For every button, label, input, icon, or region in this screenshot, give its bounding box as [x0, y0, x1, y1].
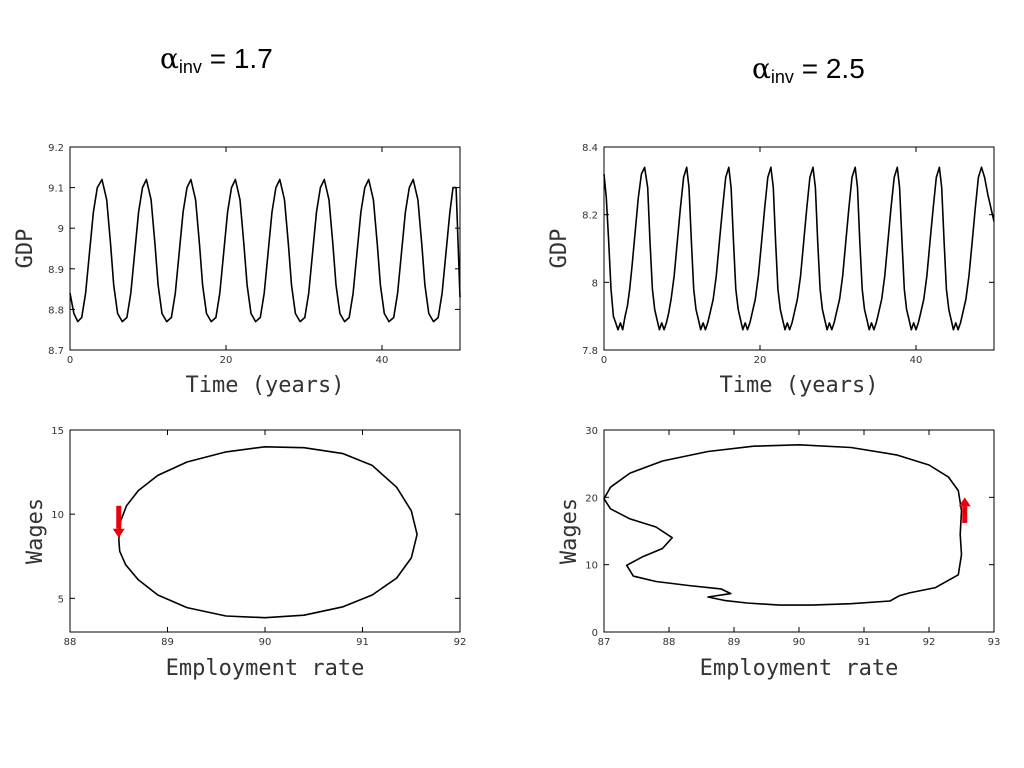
x-tick-label: 91 [356, 637, 369, 648]
title-alpha-right: αinv = 2.5 [752, 52, 865, 88]
x-tick-label: 20 [220, 355, 233, 366]
series-line [69, 178, 461, 323]
x-tick-label: 92 [923, 637, 936, 648]
y-tick-label: 9.2 [48, 143, 64, 154]
x-tick-label: 92 [454, 637, 467, 648]
y-tick-label: 5 [58, 594, 64, 605]
chart-panel-2: 0 20 40 7.8 8 8.2 8.4 Time (years) GDP [547, 143, 995, 398]
y-tick-label: 8.2 [582, 211, 598, 222]
x-tick-label: 87 [598, 637, 611, 648]
direction-arrow-head [112, 528, 125, 538]
y-tick-label: 7.8 [582, 346, 598, 357]
y-tick-label: 8.4 [582, 143, 598, 154]
y-tick-label: 8 [592, 278, 598, 289]
plot-frame [603, 146, 995, 351]
x-axis-label: Time (years) [720, 373, 879, 398]
y-tick-label: 8.7 [48, 346, 64, 357]
y-tick-label: 20 [585, 493, 598, 504]
y-axis-label: GDP [547, 229, 572, 269]
y-axis-label: Wages [557, 498, 582, 564]
y-tick-label: 9.1 [48, 184, 64, 195]
plot-frame [69, 146, 461, 351]
x-tick-label: 89 [728, 637, 741, 648]
series-line [603, 443, 963, 606]
title-subscript: inv [770, 67, 794, 87]
x-tick-label: 93 [988, 637, 1001, 648]
x-axis-label: Employment rate [700, 656, 899, 681]
x-tick-label: 89 [161, 637, 174, 648]
x-tick-label: 20 [754, 355, 767, 366]
y-tick-label: 0 [592, 628, 598, 639]
x-tick-label: 0 [67, 355, 73, 366]
chart-panel-1: 0 20 40 8.7 8.8 8.9 9 9.1 9.2 Time (years) GDP [13, 143, 461, 398]
x-tick-label: 0 [601, 355, 607, 366]
direction-arrow-head [958, 497, 971, 507]
y-tick-label: 10 [585, 561, 598, 572]
y-axis-label: Wages [23, 498, 48, 564]
y-tick-label: 30 [585, 426, 598, 437]
title-symbol: α [752, 52, 771, 85]
x-tick-label: 90 [259, 637, 272, 648]
chart-panel-3: 88 89 90 91 92 5 10 15 Employment rate Wages [23, 426, 466, 681]
y-axis-label: GDP [13, 229, 38, 269]
y-tick-label: 8.9 [48, 265, 64, 276]
y-tick-label: 9 [58, 224, 64, 235]
title-value: = 2.5 [793, 53, 865, 84]
x-axis-label: Time (years) [186, 373, 345, 398]
title-subscript: inv [178, 57, 202, 77]
x-tick-label: 88 [64, 637, 77, 648]
title-alpha-left: αinv = 1.7 [160, 42, 273, 78]
x-tick-label: 40 [376, 355, 389, 366]
plot-frame [69, 429, 461, 633]
x-axis-label: Employment rate [166, 656, 365, 681]
series-line [603, 166, 995, 331]
x-tick-label: 88 [663, 637, 676, 648]
y-tick-label: 15 [51, 426, 64, 437]
chart-panel-4: 87 88 89 90 91 92 93 0 10 20 30 Employment rate Wage… [557, 426, 1000, 681]
title-value: = 1.7 [201, 43, 273, 74]
x-tick-label: 90 [793, 637, 806, 648]
y-tick-label: 8.8 [48, 305, 64, 316]
series-line [118, 445, 418, 619]
y-tick-label: 10 [51, 510, 64, 521]
x-tick-label: 91 [858, 637, 871, 648]
title-symbol: α [160, 42, 179, 75]
x-tick-label: 40 [910, 355, 923, 366]
